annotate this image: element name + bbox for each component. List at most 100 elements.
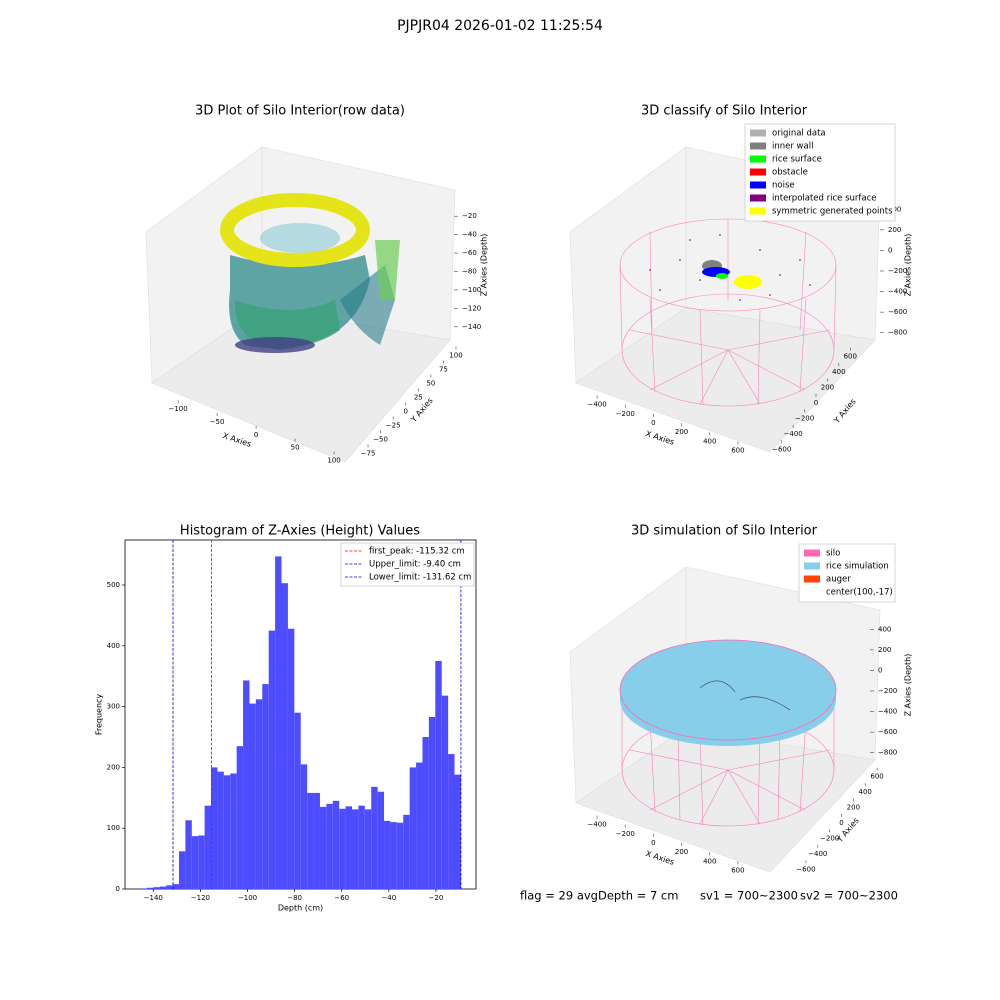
x-tick-label: −50 [210,418,225,426]
legend-swatch [804,575,820,583]
bar [185,820,192,889]
x-tick-label: −200 [616,410,635,418]
z-tick-label: −600 [888,308,907,316]
z-tick-label: 200 [888,226,901,234]
bar [371,786,378,889]
bar [178,851,186,889]
legend-swatch [750,142,766,150]
z-tick-label: −200 [888,267,907,275]
bar [211,767,218,889]
bar [262,684,269,889]
legend-label: symmetric generated points [772,207,893,217]
legend-label: center(100,-17) [826,588,893,598]
y-tick-label: −200 [820,834,839,842]
bar [223,775,231,889]
z-tick-label: −200 [878,687,897,695]
legend-label: Lower_limit: -131.62 cm [369,573,471,583]
legend-swatch [750,168,766,176]
y-tick-label: −200 [795,414,814,422]
bar [448,754,455,889]
z-tick-label: −800 [878,749,897,757]
legend-label: obstacle [772,168,808,178]
y-tick-label: 0 [814,399,818,407]
x-tick-label: −80 [287,894,302,902]
y-axis-label: Frequency [95,694,104,736]
y-tick-label: 0 [116,885,120,893]
footer-text: sv1 = 700~2300 [700,889,798,903]
bar [364,809,372,889]
bar [339,808,346,889]
point-cloud [220,193,400,353]
x-axis-label: X Axies [222,431,253,449]
y-axis-label: Y Axies [832,397,858,426]
bar [268,630,276,889]
x-tick-label: 600 [731,866,744,874]
y-tick-label: 500 [107,581,120,589]
z-tick-label: −20 [462,212,477,220]
legend-label: inner wall [772,142,813,152]
x-tick-label: 100 [327,456,340,464]
bar [300,764,308,889]
classified-points [702,260,762,289]
bar [454,774,461,889]
x-tick-label: 400 [703,437,716,445]
footer-text: flag = 29 avgDepth = 7 cm [520,889,678,903]
bar [319,806,327,889]
x-tick-label: −140 [144,894,163,902]
x-tick-label: −100 [168,405,187,413]
bar [281,583,288,889]
y-tick-label: 200 [821,384,834,392]
x-tick-label: −400 [587,401,606,409]
bar [146,887,154,889]
bar [416,762,423,889]
bar [326,803,333,889]
z-axis-label: Z Axies (Depth) [480,234,489,297]
x-tick-label: −200 [616,830,635,838]
legend-label: original data [772,129,826,139]
bar [243,680,250,889]
x-tick-label: 200 [675,848,688,856]
legend-box [744,123,896,222]
y-tick-label: 50 [426,380,435,388]
y-tick-label: 100 [107,824,120,832]
legend-swatch [804,562,820,570]
x-tick-label: 200 [675,428,688,436]
z-tick-label: −600 [878,728,897,736]
y-tick-label: 400 [859,788,872,796]
silo-wireframe [619,218,837,407]
bar [230,773,237,889]
z-tick-label: 200 [878,646,891,654]
bar [358,805,365,889]
bar [332,800,340,889]
legend-label: first_peak: -115.32 cm [369,547,465,557]
legend-label: auger [826,575,851,585]
y-tick-label: 100 [449,352,462,360]
bar [275,556,282,889]
bar [217,771,224,889]
z-tick-label: −400 [878,708,897,716]
bar [313,792,320,889]
x-tick-label: −400 [587,821,606,829]
bar [307,792,314,889]
x-tick-label: 400 [703,857,716,865]
x-tick-label: 600 [731,446,744,454]
x-tick-label: −60 [334,894,349,902]
legend-swatch [804,549,820,557]
z-tick-label: −40 [462,231,477,239]
x-tick-label: −40 [381,894,396,902]
legend-label: noise [772,181,795,191]
bar [403,814,410,889]
x-tick-label: −120 [191,894,210,902]
z-tick-label: 0 [888,246,892,254]
legend-label: silo [826,549,840,559]
z-tick-label: −100 [462,286,481,294]
y-tick-label: 25 [414,394,423,402]
legend-swatch [750,194,766,202]
y-tick-label: −600 [796,865,815,873]
bar [345,806,352,889]
bar [287,628,295,889]
z-axis-label: Z Axies (Depth) [904,654,913,717]
legend-swatch [750,181,766,189]
y-tick-label: 200 [107,763,120,771]
y-tick-label: −75 [361,449,376,457]
